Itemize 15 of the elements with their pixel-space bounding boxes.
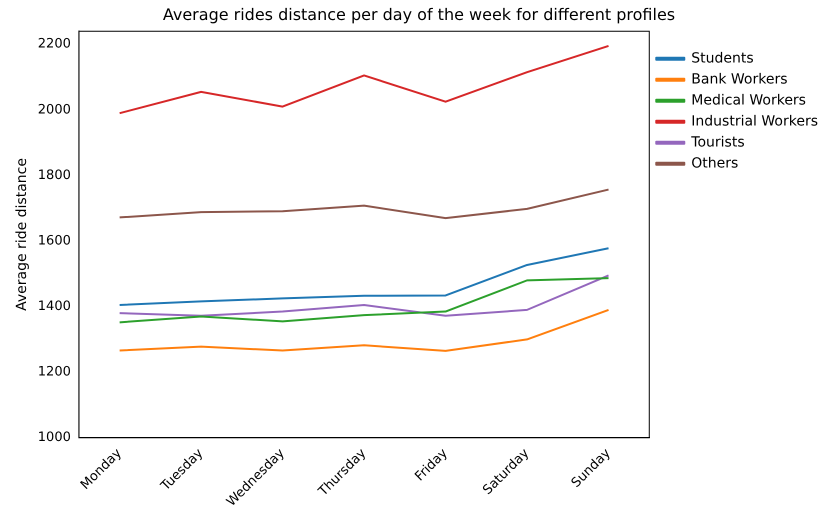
legend-label: Industrial Workers (691, 113, 818, 130)
y-tick-label: 2000 (38, 102, 71, 118)
y-axis-title: Average ride distance (14, 158, 30, 311)
legend-label: Tourists (690, 134, 745, 150)
y-tick-label: 1800 (38, 168, 71, 183)
y-tick-label: 1200 (38, 364, 71, 380)
y-tick-label: 1000 (38, 430, 71, 446)
y-tick-label: 1400 (38, 298, 71, 314)
legend-label: Others (691, 155, 738, 172)
chart-title: Average rides distance per day of the week for different profiles (162, 4, 676, 24)
y-tick-label: 1600 (38, 233, 71, 248)
legend-label: Medical Workers (691, 92, 806, 108)
y-tick-label: 2200 (38, 36, 71, 52)
legend-label: Bank Workers (691, 71, 788, 88)
legend-label: Students (691, 50, 754, 66)
